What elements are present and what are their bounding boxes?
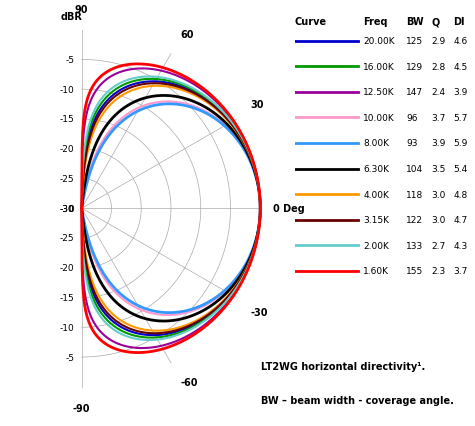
Text: 20.00K: 20.00K — [363, 37, 395, 46]
Text: 1.60K: 1.60K — [363, 267, 389, 276]
Text: -10: -10 — [60, 323, 75, 332]
Text: 2.3: 2.3 — [432, 267, 446, 276]
Text: 2.00K: 2.00K — [363, 241, 389, 250]
Text: 4.7: 4.7 — [453, 216, 467, 225]
Text: DI: DI — [453, 17, 465, 27]
Text: 155: 155 — [407, 267, 424, 276]
Text: -30: -30 — [251, 308, 268, 318]
Text: 30: 30 — [251, 100, 264, 110]
Text: 122: 122 — [407, 216, 423, 225]
Text: -25: -25 — [60, 234, 75, 243]
Text: 2.9: 2.9 — [432, 37, 446, 46]
Text: 4.3: 4.3 — [453, 241, 467, 250]
Text: -5: -5 — [66, 56, 75, 65]
Text: 8.00K: 8.00K — [363, 139, 389, 148]
Text: -90: -90 — [73, 403, 90, 413]
Text: 104: 104 — [407, 164, 424, 174]
Text: 16.00K: 16.00K — [363, 63, 395, 72]
Text: 3.5: 3.5 — [432, 164, 446, 174]
Text: 3.9: 3.9 — [453, 88, 468, 97]
Text: -15: -15 — [60, 294, 75, 302]
Text: 3.0: 3.0 — [432, 216, 446, 225]
Text: -15: -15 — [60, 115, 75, 124]
Text: 4.00K: 4.00K — [363, 190, 389, 199]
Text: 3.9: 3.9 — [432, 139, 446, 148]
Text: 2.8: 2.8 — [432, 63, 446, 72]
Text: -20: -20 — [60, 264, 75, 273]
Text: 60: 60 — [181, 30, 194, 40]
Text: 3.0: 3.0 — [432, 190, 446, 199]
Text: 5.9: 5.9 — [453, 139, 468, 148]
Text: 147: 147 — [407, 88, 424, 97]
Text: BW: BW — [407, 17, 424, 27]
Text: 3.7: 3.7 — [453, 267, 468, 276]
Text: 4.8: 4.8 — [453, 190, 467, 199]
Text: 93: 93 — [407, 139, 418, 148]
Text: Curve: Curve — [294, 17, 327, 27]
Text: 125: 125 — [407, 37, 424, 46]
Text: -10: -10 — [60, 86, 75, 95]
Text: BW – beam width - coverage angle.: BW – beam width - coverage angle. — [261, 395, 454, 406]
Text: LT2WG horizontal directivity¹.: LT2WG horizontal directivity¹. — [261, 361, 426, 371]
Text: dBR: dBR — [60, 12, 82, 22]
Text: 3.7: 3.7 — [432, 114, 446, 123]
Text: 118: 118 — [407, 190, 424, 199]
Text: -30: -30 — [60, 204, 75, 213]
Text: Q: Q — [432, 17, 440, 27]
Text: 2.7: 2.7 — [432, 241, 446, 250]
Text: 5.7: 5.7 — [453, 114, 468, 123]
Text: 129: 129 — [407, 63, 424, 72]
Text: 0: 0 — [69, 204, 75, 213]
Text: Freq: Freq — [363, 17, 388, 27]
Text: -25: -25 — [60, 175, 75, 184]
Text: 5.4: 5.4 — [453, 164, 467, 174]
Text: 6.30K: 6.30K — [363, 164, 389, 174]
Text: 90: 90 — [75, 5, 88, 14]
Text: 3.15K: 3.15K — [363, 216, 389, 225]
Text: 0 Deg: 0 Deg — [273, 204, 304, 214]
Text: -60: -60 — [181, 377, 199, 387]
Text: -20: -20 — [60, 145, 75, 154]
Text: -5: -5 — [66, 353, 75, 362]
Text: 4.5: 4.5 — [453, 63, 467, 72]
Text: 96: 96 — [407, 114, 418, 123]
Text: 4.6: 4.6 — [453, 37, 467, 46]
Text: 133: 133 — [407, 241, 424, 250]
Text: 10.00K: 10.00K — [363, 114, 395, 123]
Text: -30: -30 — [60, 204, 75, 213]
Text: 12.50K: 12.50K — [363, 88, 395, 97]
Text: 2.4: 2.4 — [432, 88, 446, 97]
